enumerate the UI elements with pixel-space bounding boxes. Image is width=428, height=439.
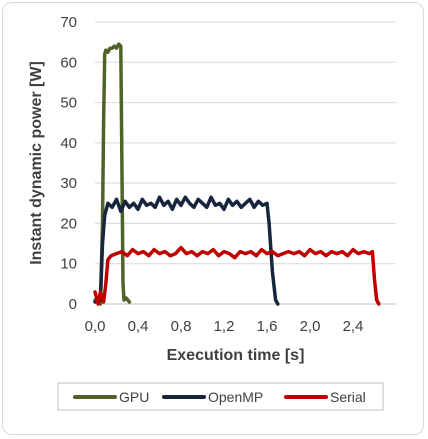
x-tick-label: 1,2: [214, 318, 235, 335]
series-line-serial: [93, 245, 381, 306]
chart-frame: [2, 2, 424, 435]
x-tick-label: 0,0: [85, 318, 106, 335]
x-tick-label: 0,8: [171, 318, 192, 335]
y-axis-title: Instant dynamic power [W]: [28, 61, 45, 265]
y-tick-label: 30: [60, 175, 77, 192]
y-tick-label: 70: [60, 14, 77, 31]
y-tick-label: 50: [60, 95, 77, 112]
series-layer: [93, 42, 381, 306]
x-tick-label: 2,0: [300, 318, 321, 335]
legend-label-openmp: OpenMP: [208, 389, 263, 405]
grid-lines: [95, 21, 396, 265]
series-line-openmp: [93, 195, 280, 306]
x-tick-label: 2,4: [343, 318, 364, 335]
x-axis-title: Execution time [s]: [167, 347, 305, 364]
y-tick-label: 0: [69, 296, 77, 313]
x-tick-labels: 0,0 0,4 0,8 1,2 1,6 2,0 2,4: [85, 318, 364, 335]
x-tick-label: 0,4: [128, 318, 149, 335]
y-tick-label: 60: [60, 54, 77, 71]
legend-label-gpu: GPU: [119, 389, 149, 405]
y-tick-labels: 0 10 20 30 40 50 60 70: [60, 14, 77, 313]
y-tick-label: 40: [60, 135, 77, 152]
y-tick-label: 10: [60, 256, 77, 273]
legend-label-serial: Serial: [330, 389, 366, 405]
legend: GPU OpenMP Serial: [57, 382, 384, 411]
x-tick-label: 1,6: [257, 318, 278, 335]
y-tick-label: 20: [60, 215, 77, 232]
